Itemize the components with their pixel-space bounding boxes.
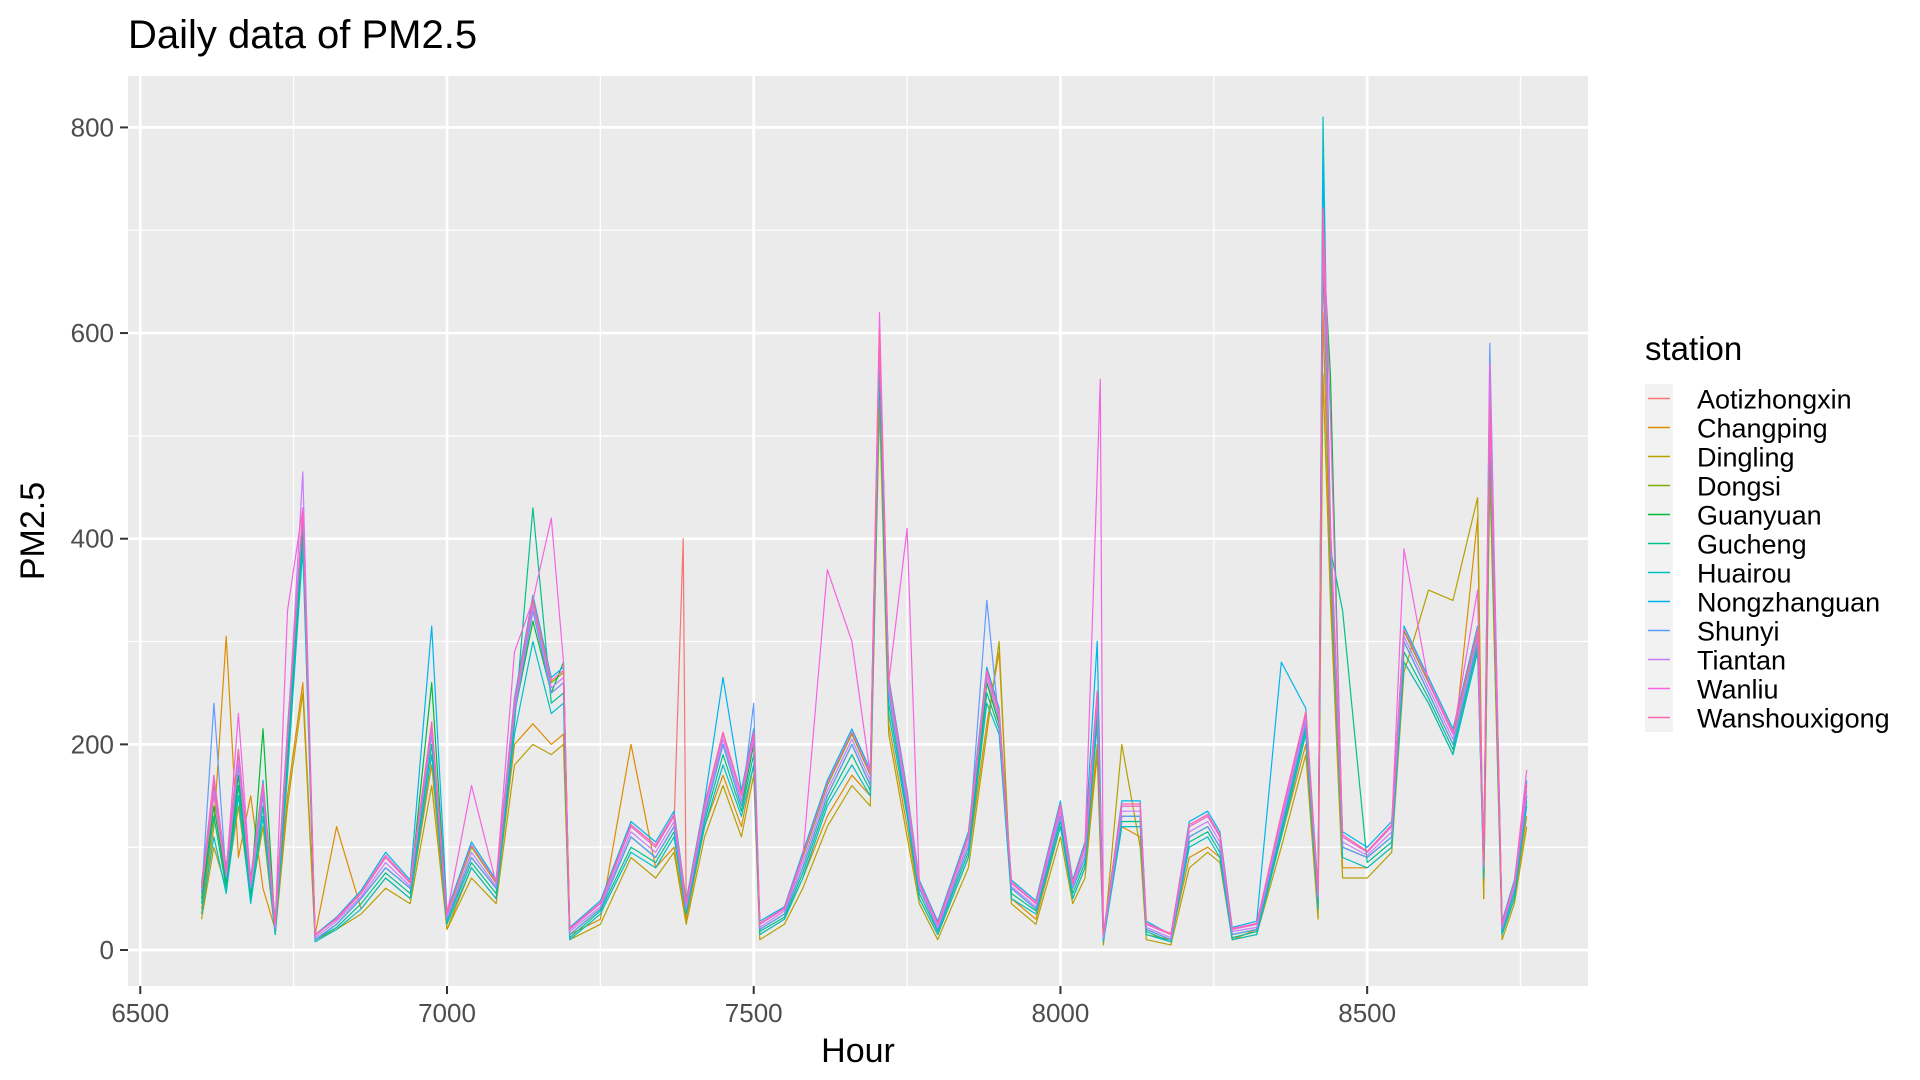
series-line-wanshouxigong bbox=[201, 207, 1528, 937]
legend-items: AotizhongxinChangpingDinglingDongsiGuany… bbox=[1645, 384, 1890, 734]
plot-panel bbox=[128, 76, 1588, 986]
legend-label-shunyi: Shunyi bbox=[1697, 617, 1780, 647]
y-tick-label: 200 bbox=[71, 729, 114, 759]
legend-label-aotizhongxin: Aotizhongxin bbox=[1697, 385, 1852, 415]
legend-label-changping: Changping bbox=[1697, 414, 1828, 444]
x-axis-title: Hour bbox=[821, 1032, 895, 1070]
y-tick-label: 400 bbox=[71, 524, 114, 554]
series-line-dingling bbox=[201, 373, 1528, 946]
major-gridlines bbox=[128, 76, 1588, 986]
legend: station AotizhongxinChangpingDinglingDon… bbox=[1645, 330, 1890, 734]
legend-label-tiantan: Tiantan bbox=[1697, 646, 1786, 676]
x-axis-ticks: 6500 7000 7500 8000 8500 bbox=[111, 986, 1396, 1028]
series-lines bbox=[201, 116, 1528, 946]
legend-label-wanliu: Wanliu bbox=[1697, 675, 1779, 705]
x-tick-label: 7500 bbox=[725, 998, 783, 1028]
chart-title: Daily data of PM2.5 bbox=[128, 13, 477, 57]
legend-label-dingling: Dingling bbox=[1697, 443, 1795, 473]
legend-label-dongsi: Dongsi bbox=[1697, 472, 1781, 502]
legend-label-gucheng: Gucheng bbox=[1697, 530, 1807, 560]
y-tick-label: 0 bbox=[100, 935, 114, 965]
y-axis-ticks: 0 200 400 600 800 bbox=[71, 112, 128, 965]
y-tick-label: 800 bbox=[71, 112, 114, 142]
legend-title: station bbox=[1645, 330, 1742, 367]
legend-label-guanyuan: Guanyuan bbox=[1697, 501, 1822, 531]
legend-label-wanshouxigong: Wanshouxigong bbox=[1697, 704, 1890, 734]
y-axis-title: PM2.5 bbox=[14, 482, 52, 580]
x-tick-label: 6500 bbox=[111, 998, 169, 1028]
legend-label-huairou: Huairou bbox=[1697, 559, 1792, 589]
y-tick-label: 600 bbox=[71, 318, 114, 348]
x-tick-label: 8500 bbox=[1338, 998, 1396, 1028]
x-tick-label: 7000 bbox=[418, 998, 476, 1028]
legend-label-nongzhanguan: Nongzhanguan bbox=[1697, 588, 1880, 618]
x-tick-label: 8000 bbox=[1032, 998, 1090, 1028]
series-line-huairou bbox=[201, 116, 1528, 943]
